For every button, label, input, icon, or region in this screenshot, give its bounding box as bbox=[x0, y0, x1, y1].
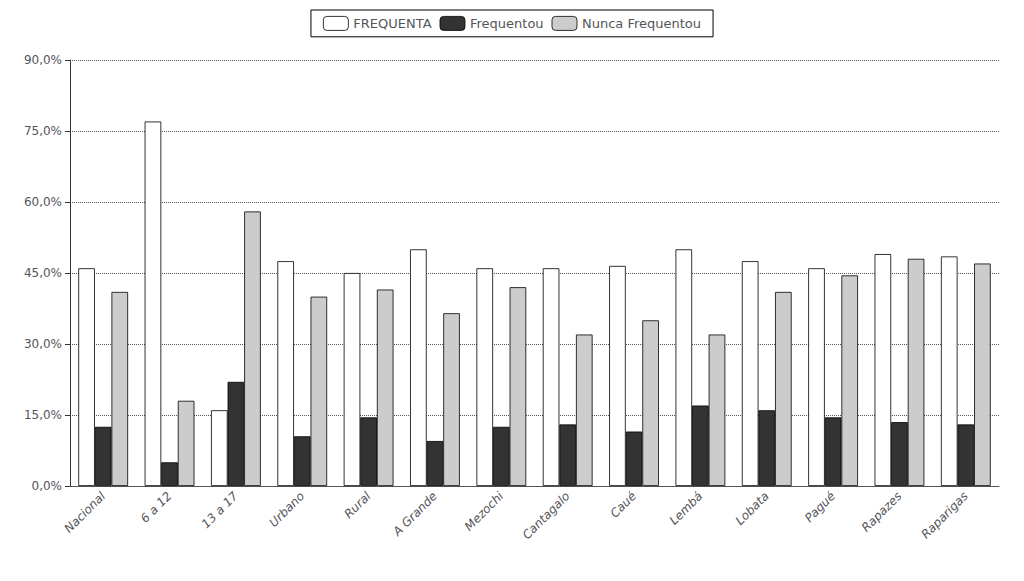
svg-text:0,0%: 0,0% bbox=[32, 479, 63, 493]
svg-text:30,0%: 30,0% bbox=[24, 337, 62, 351]
svg-text:Raparigas: Raparigas bbox=[918, 489, 970, 541]
svg-text:Urbano: Urbano bbox=[266, 489, 307, 530]
svg-text:FREQUENTA: FREQUENTA bbox=[353, 16, 431, 31]
svg-text:6 a 12: 6 a 12 bbox=[138, 489, 175, 526]
svg-text:Lembá: Lembá bbox=[667, 489, 706, 528]
svg-text:45,0%: 45,0% bbox=[24, 266, 62, 280]
svg-text:A Grande: A Grande bbox=[390, 489, 440, 539]
svg-text:60,0%: 60,0% bbox=[24, 195, 62, 209]
svg-text:Cantagalo: Cantagalo bbox=[520, 489, 573, 542]
svg-text:75,0%: 75,0% bbox=[24, 124, 62, 138]
svg-text:Lobata: Lobata bbox=[733, 489, 772, 528]
svg-text:Mezochi: Mezochi bbox=[462, 489, 507, 534]
svg-text:Rural: Rural bbox=[341, 489, 374, 522]
svg-text:Nunca Frequentou: Nunca Frequentou bbox=[582, 16, 701, 31]
svg-text:Nacional: Nacional bbox=[62, 489, 109, 536]
svg-text:Caué: Caué bbox=[607, 489, 639, 521]
svg-text:Rapazes: Rapazes bbox=[859, 489, 905, 535]
svg-text:15,0%: 15,0% bbox=[24, 408, 62, 422]
svg-text:90,0%: 90,0% bbox=[24, 53, 62, 67]
svg-text:Frequentou: Frequentou bbox=[470, 16, 544, 31]
svg-text:13 a 17: 13 a 17 bbox=[199, 489, 241, 531]
svg-text:Pagué: Pagué bbox=[802, 489, 838, 525]
